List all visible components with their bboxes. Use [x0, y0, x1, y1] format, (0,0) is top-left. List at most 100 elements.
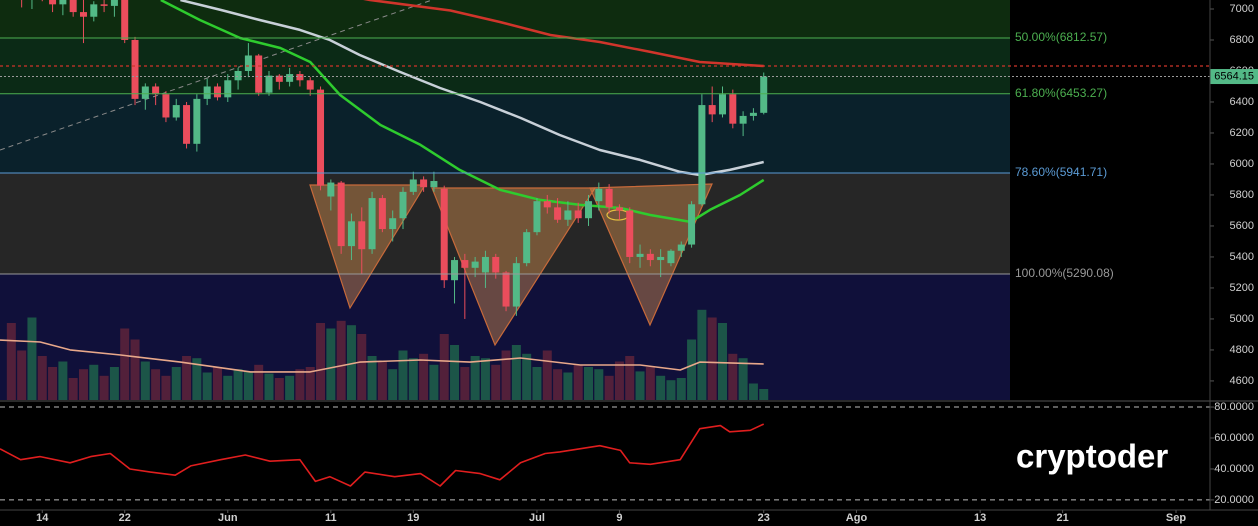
volume-bar: [130, 339, 140, 400]
candle-body: [564, 210, 572, 220]
volume-bar: [645, 367, 655, 400]
candle-body: [244, 55, 252, 71]
volume-bar: [377, 361, 387, 400]
candle-body: [172, 105, 180, 118]
candle-body: [131, 39, 139, 99]
candle-body: [646, 253, 654, 261]
candle-body: [739, 115, 747, 124]
volume-bar: [212, 367, 222, 400]
candle-body: [502, 272, 510, 307]
candle-body: [512, 263, 520, 307]
y-tick-label: 5800: [1230, 189, 1254, 201]
candle-body: [224, 80, 232, 98]
volume-bar: [161, 375, 171, 400]
indicator-tick-label: 60.0000: [1214, 432, 1254, 444]
volume-bar: [68, 378, 78, 400]
candle-body: [317, 89, 325, 186]
volume-bar: [511, 345, 521, 400]
candle-body: [688, 204, 696, 245]
volume-bar: [594, 369, 604, 400]
candle-body: [286, 74, 294, 82]
fib-zones: [0, 0, 1010, 400]
candle-body: [183, 105, 191, 144]
indicator-tick-label: 20.0000: [1214, 494, 1254, 506]
candle-body: [409, 179, 417, 192]
candle-body: [492, 256, 500, 273]
candle-body: [574, 210, 582, 219]
candle-body: [585, 201, 593, 219]
volume-bar: [99, 375, 109, 400]
candle-body: [69, 0, 77, 13]
zone: [0, 93, 1010, 174]
candle-body: [255, 55, 263, 93]
x-tick-label: 22: [119, 512, 131, 524]
volume-bar: [192, 358, 202, 400]
volume-bar: [171, 367, 181, 400]
x-tick-label: Ago: [846, 512, 868, 524]
volume-bar: [285, 375, 295, 400]
volume-bars: [6, 309, 769, 400]
x-tick-label: 21: [1056, 512, 1068, 524]
volume-bar: [419, 353, 429, 400]
moving-average: [363, 0, 764, 68]
indicator-line: [0, 423, 765, 487]
candle-body: [193, 98, 201, 144]
volume-bar: [316, 323, 326, 400]
volume-bar: [202, 372, 212, 400]
volume-bar: [532, 367, 542, 400]
y-tick-label: 5400: [1230, 251, 1254, 263]
candle-body: [399, 191, 407, 219]
y-tick-label: 6800: [1230, 34, 1254, 46]
volume-bar: [697, 309, 707, 400]
candle-body: [626, 210, 634, 257]
candle-body: [677, 244, 685, 251]
y-tick-label: 5000: [1230, 313, 1254, 325]
candle-body: [718, 94, 726, 115]
candle-body: [420, 179, 428, 188]
logo-text: cryptoder: [1016, 438, 1168, 475]
volume-bar: [264, 373, 274, 400]
zone: [0, 0, 1010, 39]
x-tick-label: 14: [36, 512, 49, 524]
y-tick-label: 4600: [1230, 375, 1254, 387]
volume-bar: [17, 350, 27, 400]
volume-bar: [151, 369, 161, 400]
volume-bar: [37, 356, 47, 400]
volume-bar: [326, 328, 336, 400]
candle-body: [121, 0, 129, 40]
volume-bar: [120, 328, 130, 400]
trend-line: [0, 0, 433, 151]
x-tick-label: 23: [758, 512, 770, 524]
volume-bar: [140, 361, 150, 400]
candle-body: [430, 181, 438, 188]
y-tick-label: 4800: [1230, 344, 1254, 356]
volume-bar: [676, 378, 686, 400]
indicator-tick-label: 80.0000: [1214, 401, 1254, 413]
y-tick-label: 7000: [1230, 3, 1254, 15]
volume-bar: [58, 361, 68, 400]
volume-bar: [398, 350, 408, 400]
candle-body: [306, 80, 314, 90]
last-price-label: 6564.15: [1214, 70, 1254, 82]
volume-bar: [614, 361, 624, 400]
volume-bar: [109, 367, 119, 400]
volume-bar: [717, 323, 727, 400]
volume-bar: [687, 339, 697, 400]
candle-body: [389, 218, 397, 230]
candle-body: [141, 86, 149, 99]
candle-body: [347, 221, 355, 247]
volume-bar: [450, 345, 460, 400]
volume-bar: [759, 389, 769, 400]
volume-bar: [666, 380, 676, 400]
candle-body: [615, 207, 623, 211]
candle-body: [368, 198, 376, 250]
candle-body: [49, 0, 57, 5]
volume-bar: [460, 367, 470, 400]
candle-body: [533, 201, 541, 233]
volume-bar: [563, 372, 573, 400]
candle-body: [554, 207, 562, 220]
volume-bar: [625, 356, 635, 400]
candle-body: [337, 182, 345, 247]
